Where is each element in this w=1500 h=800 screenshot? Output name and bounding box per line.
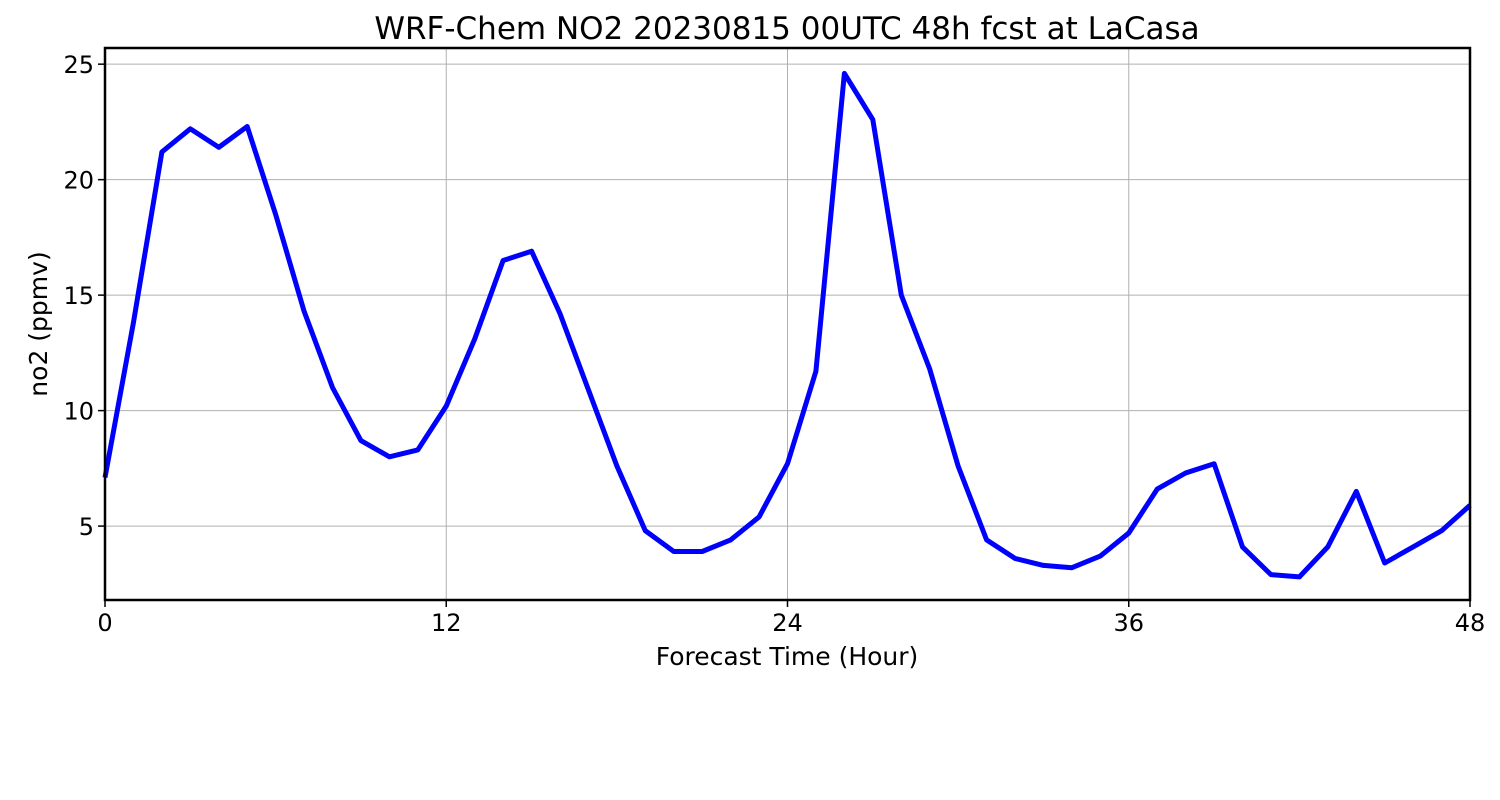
x-tick-label: 12	[431, 609, 462, 637]
y-axis-label: no2 (ppmv)	[24, 251, 53, 396]
x-axis-ticks: 0 12 24 36 48	[97, 600, 1485, 637]
x-tick-label: 36	[1113, 609, 1144, 637]
x-tick-label: 48	[1455, 609, 1486, 637]
x-axis-label: Forecast Time (Hour)	[656, 642, 919, 671]
y-axis-ticks: 5 10 15 20 25	[63, 51, 105, 541]
series-layer	[102, 70, 1472, 580]
y-tick-label: 10	[63, 398, 94, 426]
y-tick-label: 20	[63, 167, 94, 195]
chart-title: WRF-Chem NO2 20230815 00UTC 48h fcst at …	[374, 11, 1199, 47]
y-tick-label: 25	[63, 51, 94, 79]
x-tick-label: 0	[97, 609, 112, 637]
y-tick-label: 5	[79, 513, 94, 541]
y-tick-label: 15	[63, 282, 94, 310]
x-tick-label: 24	[772, 609, 803, 637]
no2-series-line	[102, 70, 1472, 580]
